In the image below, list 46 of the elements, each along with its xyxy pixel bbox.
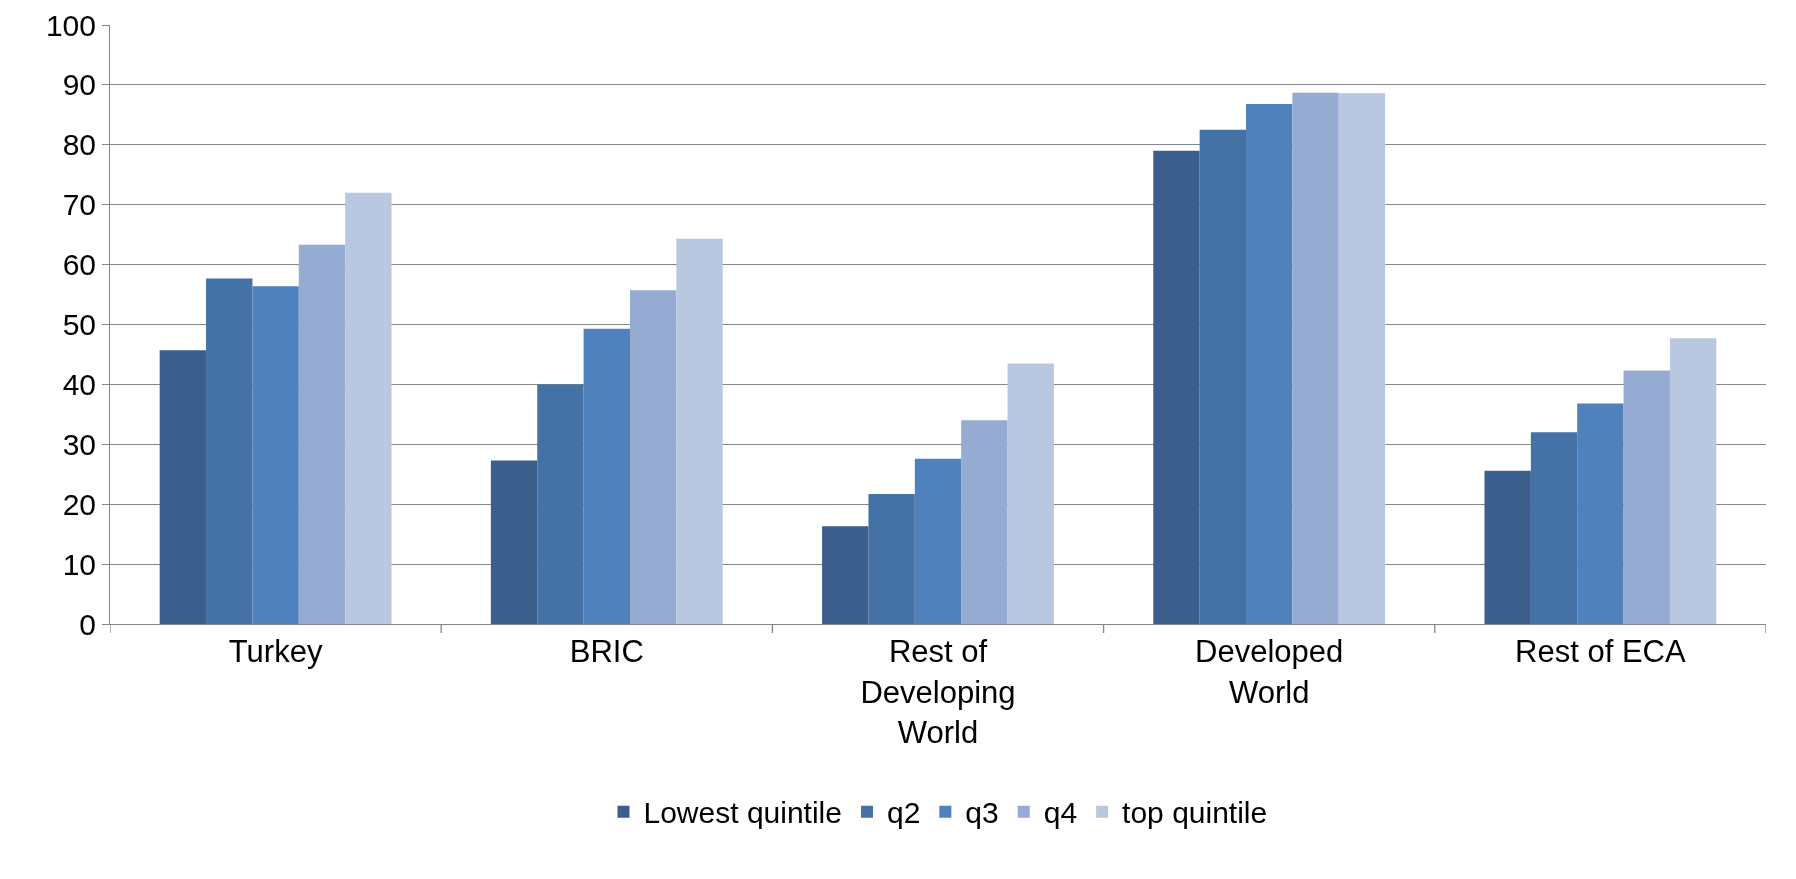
bar — [1577, 403, 1624, 624]
y-tick-label: 20 — [62, 487, 96, 521]
bar — [490, 460, 538, 624]
bar — [1338, 93, 1386, 624]
x-tick-label: Rest of ECA — [1515, 634, 1686, 670]
bar — [868, 494, 915, 624]
bar — [1623, 370, 1670, 624]
x-tick-label: Developed World — [1195, 634, 1344, 710]
legend-label: q4 — [1043, 796, 1078, 830]
y-tick-label: 100 — [45, 8, 96, 42]
y-tick-label: 90 — [62, 68, 96, 102]
y-tick-label: 50 — [62, 308, 96, 341]
bar — [345, 192, 392, 624]
bar — [1199, 129, 1247, 624]
bar — [1484, 470, 1531, 624]
legend-label: top quintile — [1122, 796, 1268, 830]
y-tick-label: 70 — [62, 188, 96, 222]
y-tick-label: 0 — [79, 607, 96, 641]
bar — [252, 286, 299, 624]
y-tick-label: 60 — [62, 248, 96, 282]
bar — [159, 350, 207, 624]
bar — [1153, 150, 1200, 624]
bar — [1669, 338, 1717, 624]
legend-label: q2 — [886, 796, 921, 830]
y-tick-label: 10 — [62, 547, 96, 581]
y-tick-label: 30 — [62, 427, 96, 461]
bar — [1007, 363, 1054, 624]
bar — [537, 384, 584, 624]
legend-label: Lowest quintile — [643, 796, 842, 830]
legend-label: q3 — [965, 796, 999, 830]
bar — [298, 244, 346, 624]
bar — [583, 328, 630, 624]
x-tick-label: BRIC — [569, 634, 644, 670]
bar — [629, 290, 677, 624]
bar — [822, 526, 869, 624]
bar — [206, 278, 253, 624]
bar — [1530, 432, 1578, 624]
bar — [914, 458, 962, 624]
x-tick-label: Rest of Developing World — [860, 634, 1016, 750]
bar — [1292, 92, 1339, 624]
bar — [961, 420, 1008, 624]
y-tick-label: 40 — [62, 367, 96, 401]
x-tick-label: Turkey — [228, 634, 323, 670]
bar — [1246, 104, 1293, 624]
y-tick-label: 80 — [62, 128, 96, 162]
bar — [676, 238, 723, 624]
